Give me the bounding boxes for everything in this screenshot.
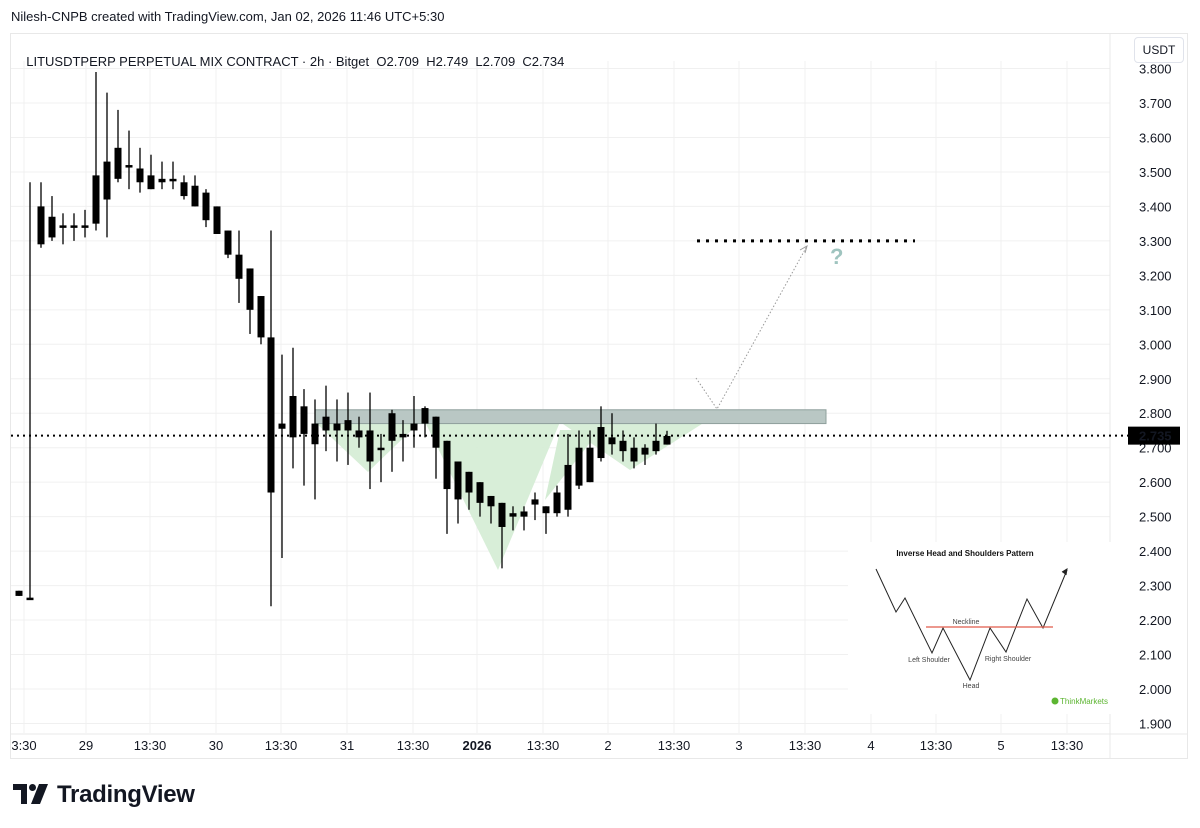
- svg-text:30: 30: [209, 738, 223, 753]
- svg-text:2026: 2026: [463, 738, 492, 753]
- pattern-inset: Inverse Head and Shoulders Pattern Neckli…: [848, 542, 1112, 714]
- svg-text:13:30: 13:30: [265, 738, 298, 753]
- svg-text:13:30: 13:30: [527, 738, 560, 753]
- svg-text:2.000: 2.000: [1139, 682, 1172, 697]
- svg-text:3.800: 3.800: [1139, 62, 1172, 77]
- svg-text:3.200: 3.200: [1139, 268, 1172, 283]
- tradingview-logo-icon: [13, 784, 48, 804]
- svg-text:1.900: 1.900: [1139, 716, 1172, 731]
- svg-text:13:30: 13:30: [658, 738, 691, 753]
- symbol-legend[interactable]: LITUSDTPERP PERPETUAL MIX CONTRACT · 2h …: [19, 39, 564, 69]
- svg-text:3.100: 3.100: [1139, 303, 1172, 318]
- svg-text:13:30: 13:30: [789, 738, 822, 753]
- svg-text:2.900: 2.900: [1139, 372, 1172, 387]
- ohlc-close: C2.734: [522, 54, 565, 69]
- svg-text:2.800: 2.800: [1139, 406, 1172, 421]
- svg-text:4: 4: [867, 738, 874, 753]
- currency-button[interactable]: USDT: [1134, 37, 1184, 63]
- svg-text:13:30: 13:30: [134, 738, 167, 753]
- svg-text:Inverse Head and Shoulders Pat: Inverse Head and Shoulders Pattern: [896, 549, 1033, 558]
- time-axis: 3:30 29 13:30 30 13:30 31 13:30 2026 13:30 2 13:30…: [11, 738, 1083, 753]
- svg-text:13:30: 13:30: [397, 738, 430, 753]
- svg-text:13:30: 13:30: [1051, 738, 1084, 753]
- svg-text:Head: Head: [963, 683, 980, 690]
- symbol-name: LITUSDTPERP PERPETUAL MIX CONTRACT · 2h …: [26, 54, 370, 69]
- brand-name: TradingView: [57, 781, 195, 808]
- svg-text:Right Shoulder: Right Shoulder: [985, 656, 1032, 663]
- chart-frame: [10, 33, 1188, 759]
- svg-text:Neckline: Neckline: [953, 619, 980, 626]
- price-axis: 3.800 3.700 3.600 3.500 3.400 3.300 3.200 3.100…: [1128, 62, 1180, 731]
- annotations: ?: [11, 239, 1130, 437]
- svg-text:2: 2: [604, 738, 611, 753]
- svg-text:5: 5: [997, 738, 1004, 753]
- svg-text:2.100: 2.100: [1139, 648, 1172, 663]
- svg-text:3.700: 3.700: [1139, 96, 1172, 111]
- ohlc-open: O2.709: [376, 54, 420, 69]
- svg-text:Left Shoulder: Left Shoulder: [908, 657, 950, 664]
- chart-attribution: Nilesh-CNPB created with TradingView.com…: [11, 9, 445, 24]
- svg-text:ThinkMarkets: ThinkMarkets: [1060, 697, 1108, 706]
- ohlc-high: H2.749: [426, 54, 469, 69]
- svg-text:3.300: 3.300: [1139, 234, 1172, 249]
- svg-text:2.200: 2.200: [1139, 613, 1172, 628]
- tradingview-logo[interactable]: TradingView: [13, 781, 195, 809]
- svg-text:3.600: 3.600: [1139, 130, 1172, 145]
- ohlc-low: L2.709: [475, 54, 516, 69]
- candlesticks: [15, 71, 671, 607]
- svg-text:3.400: 3.400: [1139, 199, 1172, 214]
- current-price-label: 2.735: [1139, 429, 1172, 444]
- svg-text:29: 29: [79, 738, 93, 753]
- svg-text:2.500: 2.500: [1139, 510, 1172, 525]
- svg-text:2.600: 2.600: [1139, 475, 1172, 490]
- svg-text:3.000: 3.000: [1139, 337, 1172, 352]
- svg-text:31: 31: [340, 738, 354, 753]
- svg-text:2.300: 2.300: [1139, 579, 1172, 594]
- svg-text:3: 3: [735, 738, 742, 753]
- svg-text:2.400: 2.400: [1139, 544, 1172, 559]
- svg-text:3.500: 3.500: [1139, 165, 1172, 180]
- question-mark-annotation: ?: [830, 244, 843, 269]
- svg-text:13:30: 13:30: [920, 738, 953, 753]
- currency-label: USDT: [1142, 43, 1176, 57]
- svg-text:3:30: 3:30: [11, 738, 36, 753]
